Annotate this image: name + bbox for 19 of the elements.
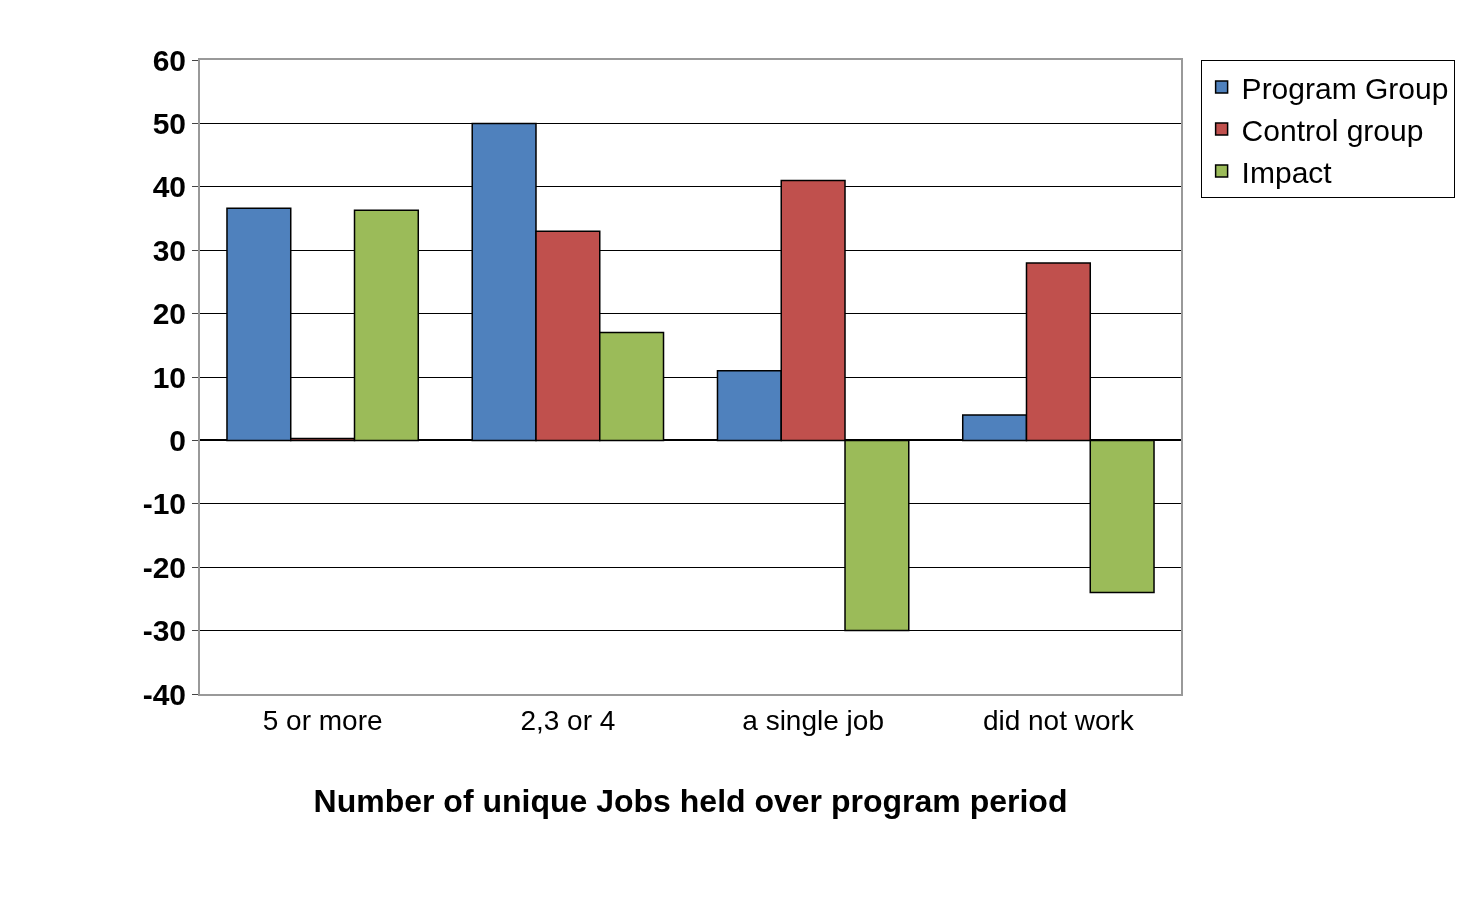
legend-label: Program Group bbox=[1241, 71, 1449, 105]
y-tick-label: 10 bbox=[152, 360, 186, 394]
x-tick-label: 2,3 or 4 bbox=[520, 704, 616, 736]
x-axis-title: Number of unique Jobs held over program period bbox=[313, 783, 1068, 819]
legend-label: Control group bbox=[1241, 113, 1424, 147]
y-tick-label: -30 bbox=[142, 614, 186, 648]
y-tick-label: -40 bbox=[142, 677, 186, 711]
y-tick-label: -20 bbox=[142, 550, 186, 584]
y-tick-label: 50 bbox=[152, 106, 186, 140]
y-tick-label: -10 bbox=[142, 487, 186, 521]
y-tick-label: 0 bbox=[169, 423, 186, 457]
y-tick-label: 40 bbox=[152, 170, 186, 204]
x-tick-label: 5 or more bbox=[262, 704, 383, 736]
x-tick-label: a single job bbox=[742, 704, 884, 736]
x-tick-label: did not work bbox=[982, 704, 1135, 736]
y-tick-label: 60 bbox=[152, 43, 186, 77]
y-tick-label: 20 bbox=[152, 297, 186, 331]
y-tick-label: 30 bbox=[152, 233, 186, 267]
legend-label: Impact bbox=[1241, 155, 1333, 189]
